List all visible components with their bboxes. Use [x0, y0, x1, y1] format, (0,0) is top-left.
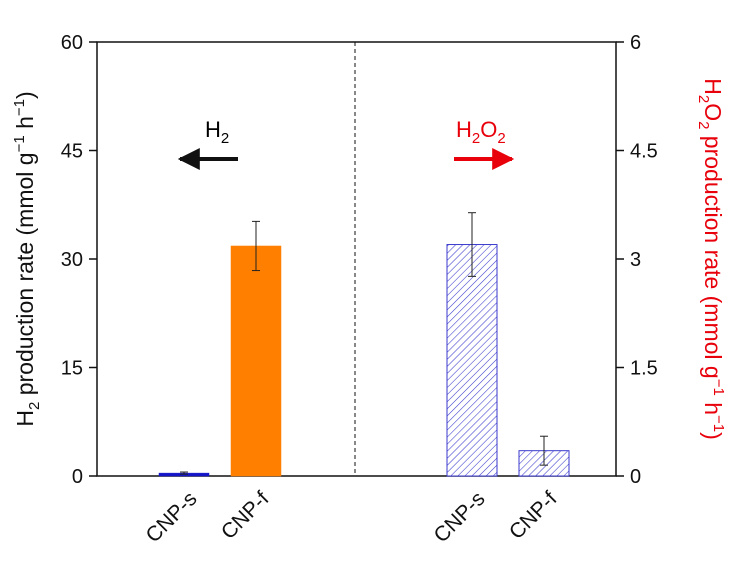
bar-right-cnp-s: [446, 244, 498, 477]
right-tick-label: 1.5: [630, 358, 658, 380]
category-label-left-cnp-f: CNP-f: [217, 487, 274, 544]
category-label-right-cnp-s: CNP-s: [430, 487, 490, 547]
left-tick-label: 45: [61, 141, 83, 163]
right-tick-label: 0: [630, 466, 641, 488]
h2o2-annotation: H2O2: [454, 117, 515, 170]
error-bar-right-cnp-s: [468, 212, 476, 277]
error-bar-left-cnp-s: [180, 471, 188, 475]
right-tick-label: 3: [630, 249, 641, 271]
left-tick-label: 60: [61, 32, 83, 54]
right-axis-title: H2O2 production rate (mmol g−1 h−1): [695, 78, 727, 440]
h2o2-annotation-label: H2O2: [456, 117, 506, 147]
right-tick-label: 4.5: [630, 141, 658, 163]
error-bar-left-cnp-f: [252, 220, 260, 272]
category-label-right-cnp-f: CNP-f: [505, 487, 562, 544]
right-axis-ticks: 0 1.5 3 4.5 6: [616, 32, 658, 488]
plot-frame: [96, 41, 617, 477]
left-tick-label: 15: [61, 358, 83, 380]
h2-annotation: H2: [177, 117, 238, 170]
category-label-left-cnp-s: CNP-s: [142, 487, 202, 547]
bars: [158, 212, 570, 477]
category-labels: CNP-s CNP-f CNP-s CNP-f: [142, 487, 562, 547]
bar-left-cnp-f: [230, 245, 282, 477]
left-axis-title: H2 production rate (mmol g−1 h−1): [11, 91, 43, 426]
right-tick-label: 6: [630, 32, 641, 54]
left-tick-label: 0: [72, 466, 83, 488]
left-tick-label: 30: [61, 249, 83, 271]
h2-annotation-label: H2: [205, 117, 229, 147]
left-axis-ticks: 0 15 30 45 60: [61, 32, 97, 488]
error-bar-right-cnp-f: [540, 435, 548, 466]
